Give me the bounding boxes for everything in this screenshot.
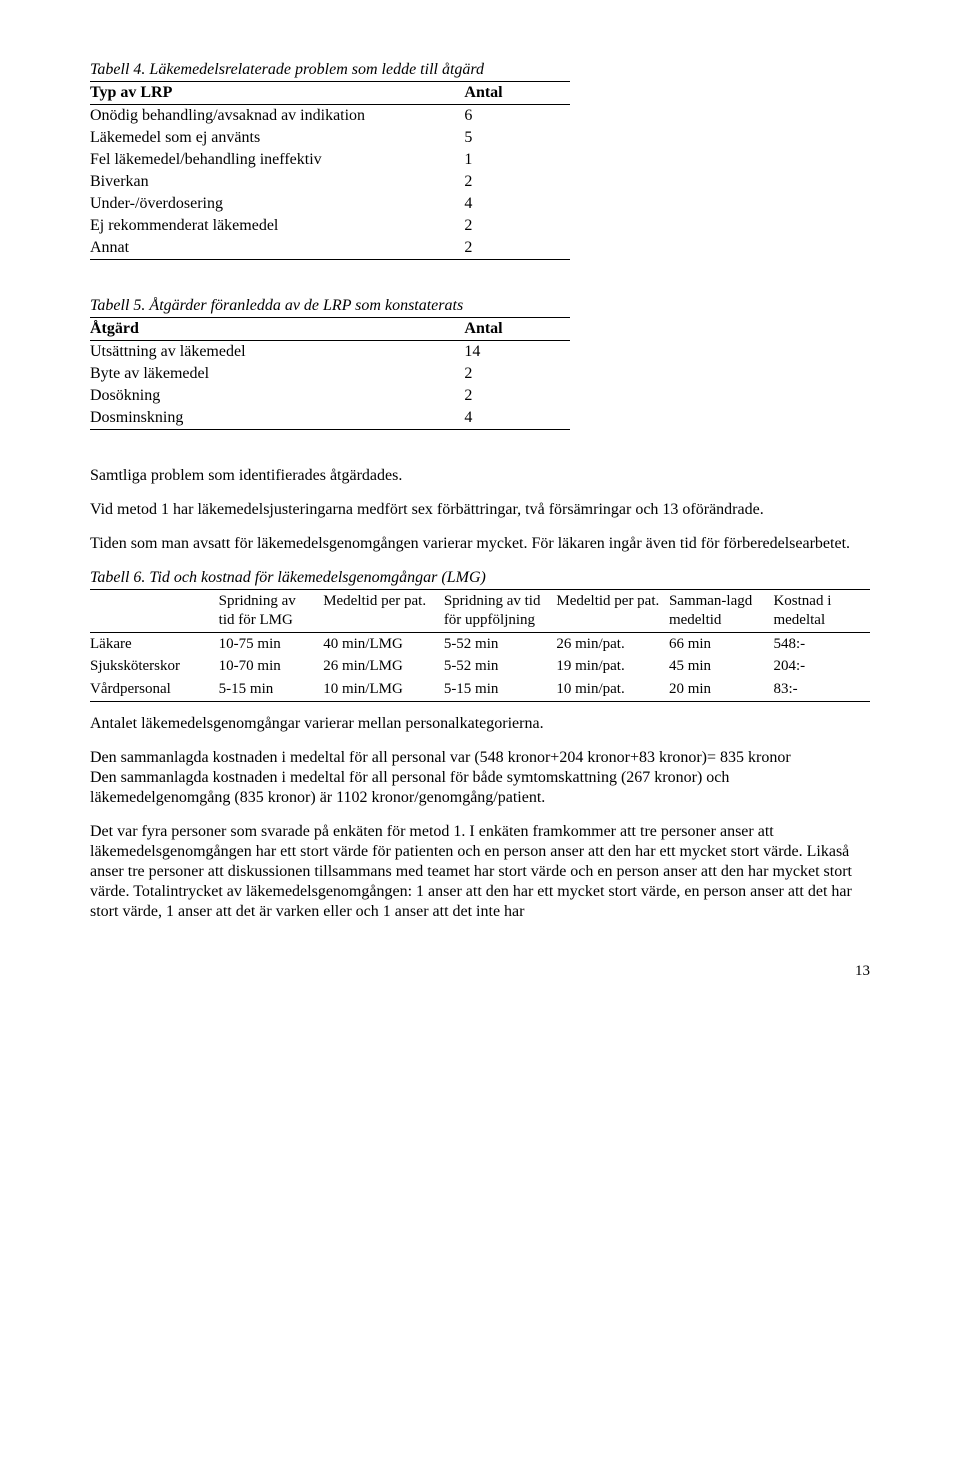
tabell6-caption-rest: Tid och kostnad för läkemedelsgenomgånga… — [145, 569, 485, 586]
table-row: Under-/överdosering4 — [90, 193, 570, 215]
table-row: Sjuksköterskor 10-70 min 26 min/LMG 5-52… — [90, 655, 870, 678]
table-row: Annat2 — [90, 237, 570, 260]
tabell4-col1: Typ av LRP — [90, 82, 464, 105]
table-row: Läkare 10-75 min 40 min/LMG 5-52 min 26 … — [90, 632, 870, 655]
tabell6-h5: Samman-lagd medeltid — [669, 590, 774, 633]
tabell5-col2: Antal — [464, 318, 570, 341]
paragraph-5: Den sammanlagda kostnaden i medeltal för… — [90, 748, 870, 808]
tabell6-h2: Medeltid per pat. — [323, 590, 444, 633]
tabell4-caption: Tabell 4. Läkemedelsrelaterade problem s… — [90, 60, 870, 80]
tabell6-caption-prefix: Tabell 6. — [90, 569, 145, 586]
page-number: 13 — [90, 962, 870, 981]
paragraph-1: Samtliga problem som identifierades åtgä… — [90, 466, 870, 486]
tabell6-h1: Spridning av tid för LMG — [219, 590, 324, 633]
paragraph-3: Tiden som man avsatt för läkemedelsgenom… — [90, 534, 870, 554]
tabell5-caption: Tabell 5. Åtgärder föranledda av de LRP … — [90, 296, 870, 316]
table-row: Vårdpersonal 5-15 min 10 min/LMG 5-15 mi… — [90, 678, 870, 701]
tabell6-h0 — [90, 590, 219, 633]
table-row: Dosminskning4 — [90, 407, 570, 430]
tabell5-col1: Åtgärd — [90, 318, 464, 341]
table-row: Läkemedel som ej använts5 — [90, 127, 570, 149]
paragraph-6: Det var fyra personer som svarade på enk… — [90, 822, 870, 922]
tabell6-h3: Spridning av tid för uppföljning — [444, 590, 557, 633]
table-row: Byte av läkemedel2 — [90, 363, 570, 385]
tabell4-col2: Antal — [464, 82, 570, 105]
paragraph-4: Antalet läkemedelsgenomgångar varierar m… — [90, 714, 870, 734]
table-row: Utsättning av läkemedel14 — [90, 341, 570, 364]
tabell5: Åtgärd Antal Utsättning av läkemedel14 B… — [90, 317, 570, 430]
tabell6: Spridning av tid för LMG Medeltid per pa… — [90, 589, 870, 702]
tabell4-caption-rest: Läkemedelsrelaterade problem som ledde t… — [145, 61, 484, 78]
paragraph-2: Vid metod 1 har läkemedelsjusteringarna … — [90, 500, 870, 520]
table-row: Ej rekommenderat läkemedel2 — [90, 215, 570, 237]
tabell4-caption-prefix: Tabell 4. — [90, 61, 145, 78]
tabell5-caption-prefix: Tabell 5. — [90, 297, 145, 314]
tabell6-caption: Tabell 6. Tid och kostnad för läkemedels… — [90, 568, 870, 588]
table-row: Dosökning2 — [90, 385, 570, 407]
tabell6-h6: Kostnad i medeltal — [773, 590, 870, 633]
table-row: Onödig behandling/avsaknad av indikation… — [90, 105, 570, 128]
tabell4: Typ av LRP Antal Onödig behandling/avsak… — [90, 81, 570, 260]
tabell6-h4: Medeltid per pat. — [556, 590, 669, 633]
table-row: Fel läkemedel/behandling ineffektiv1 — [90, 149, 570, 171]
table-row: Biverkan2 — [90, 171, 570, 193]
tabell5-caption-rest: Åtgärder föranledda av de LRP som konsta… — [145, 297, 463, 314]
